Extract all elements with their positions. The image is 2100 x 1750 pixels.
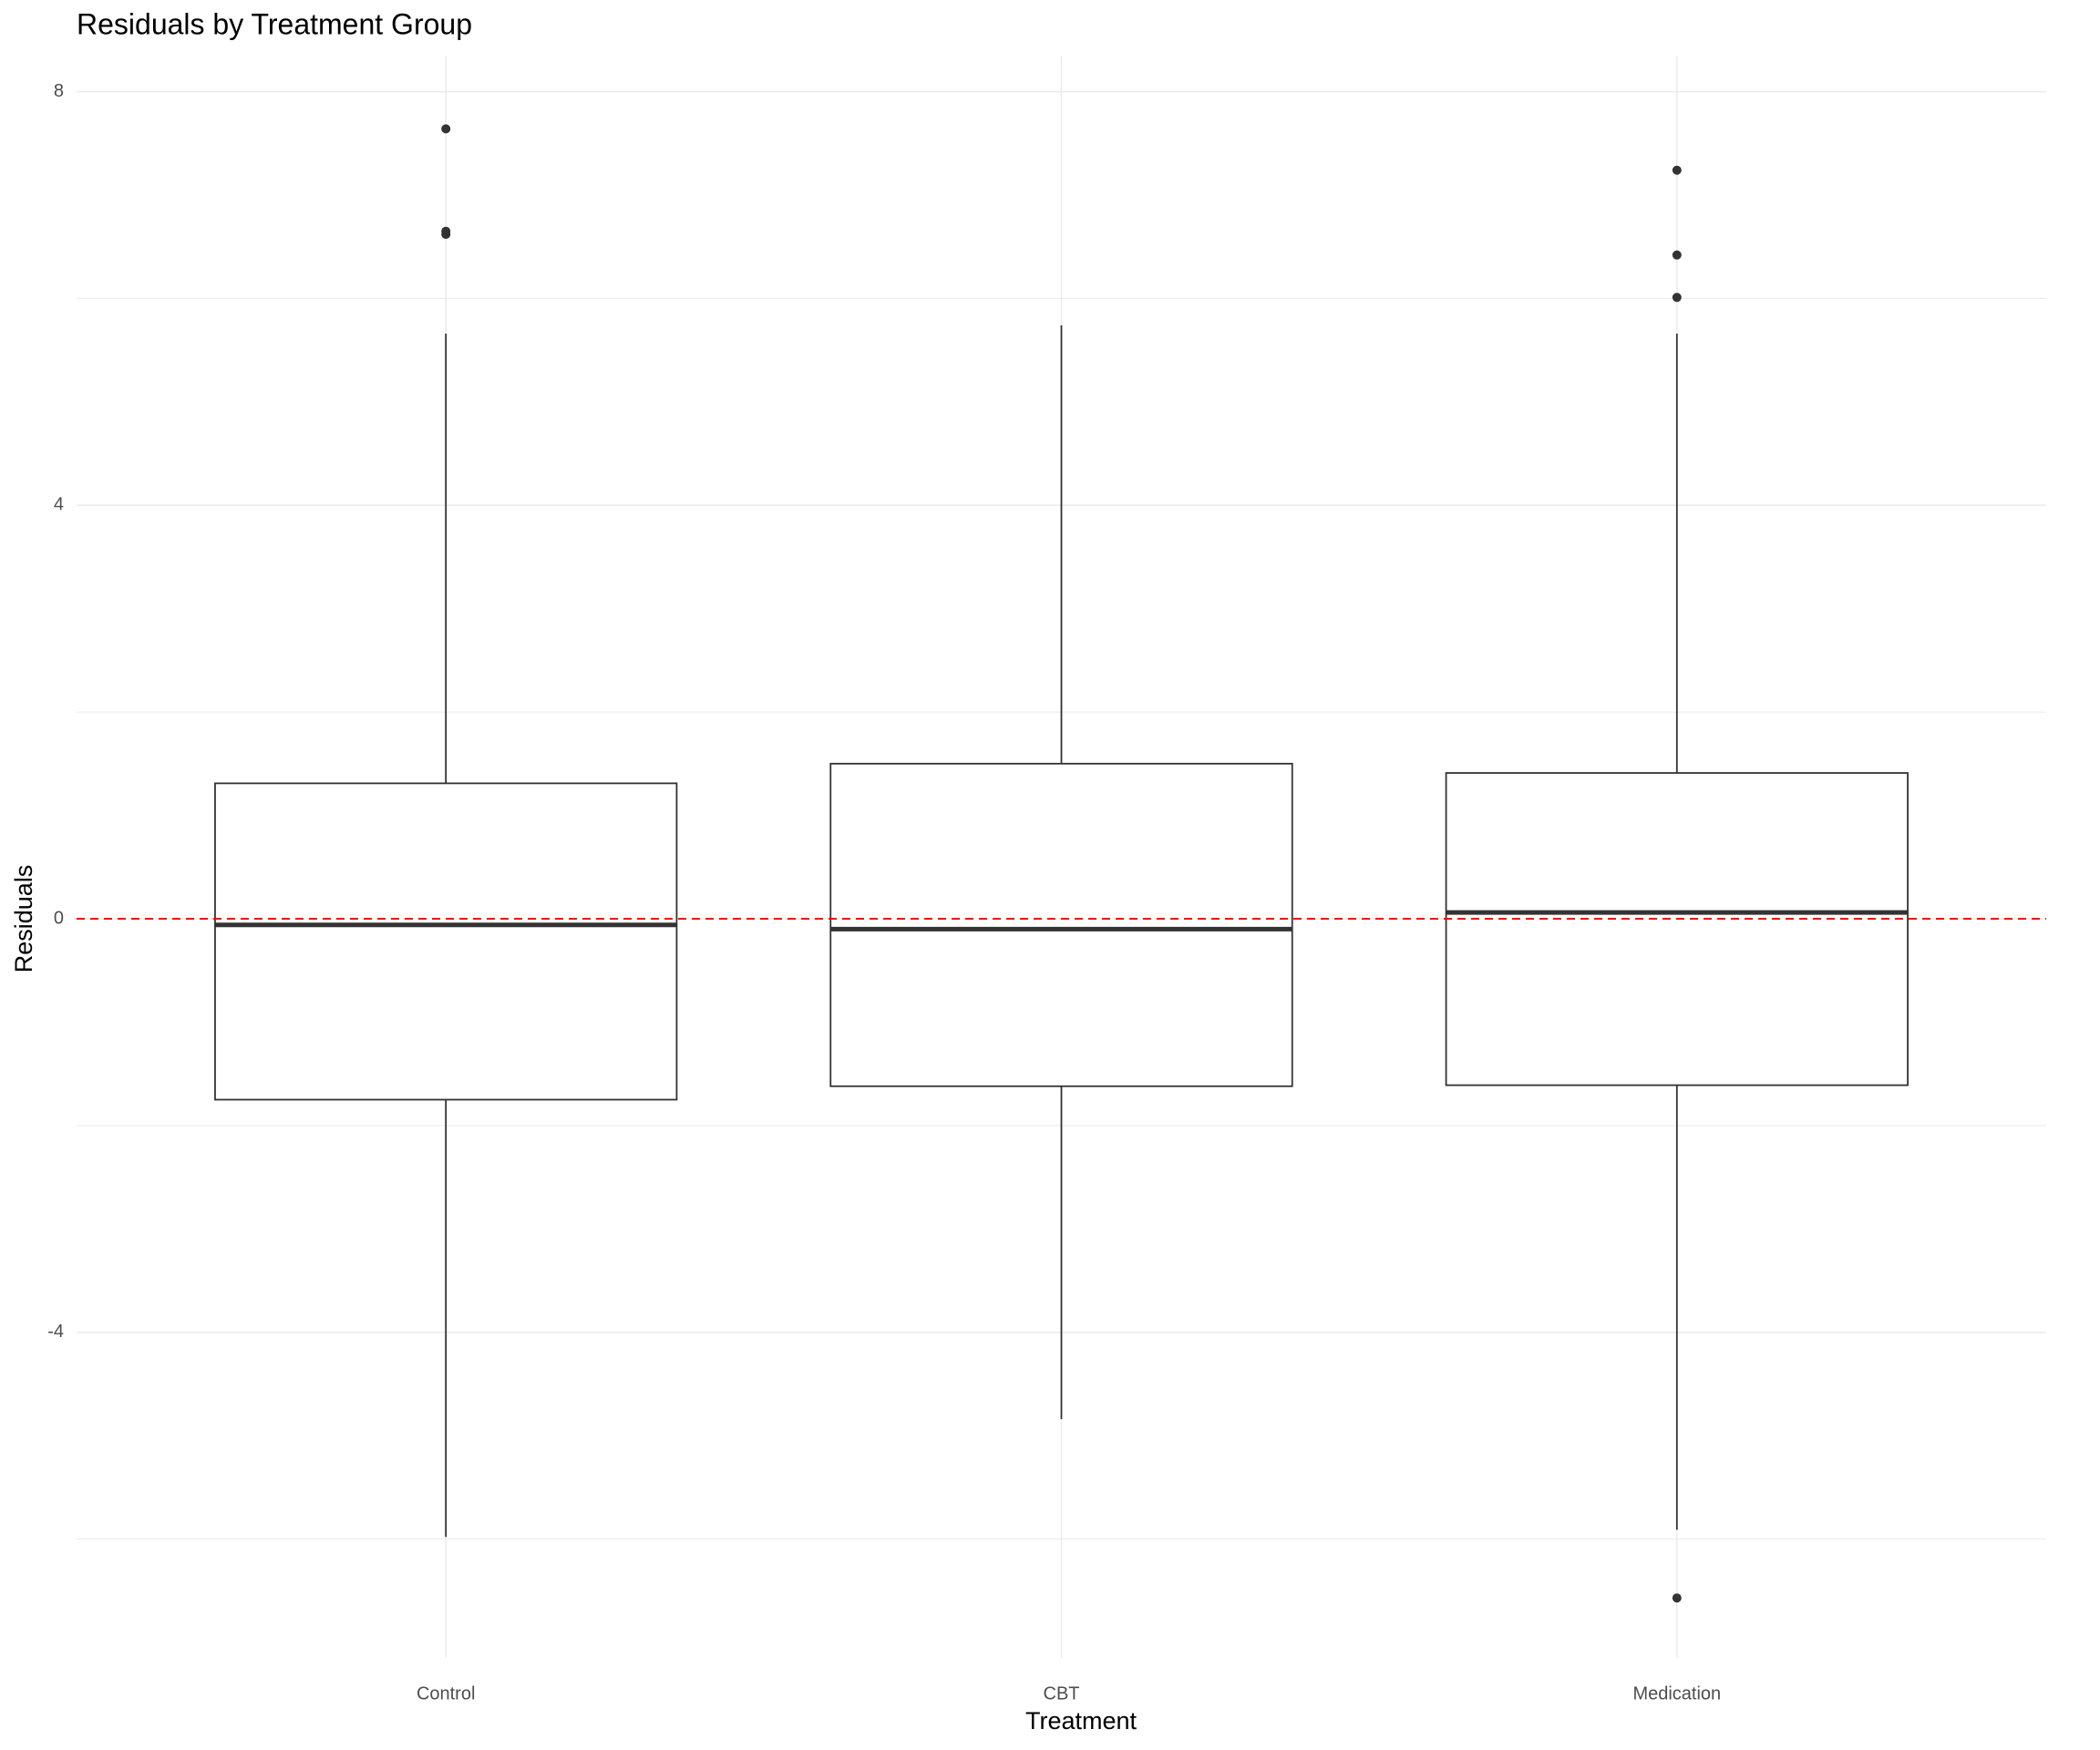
outlier <box>441 124 451 134</box>
x-tick-label: CBT <box>1044 1683 1080 1704</box>
y-tick-label: 0 <box>54 908 64 928</box>
y-tick-label: -4 <box>47 1322 64 1342</box>
outlier <box>1672 250 1682 260</box>
box <box>1445 772 1909 1086</box>
outlier <box>1672 1593 1682 1603</box>
y-tick-label: 4 <box>54 495 64 515</box>
outlier <box>1672 293 1682 303</box>
outlier <box>441 230 451 240</box>
x-tick-label: Control <box>417 1683 475 1704</box>
x-axis-title: Treatment <box>1025 1707 1138 1735</box>
y-axis-title: Residuals <box>10 865 37 973</box>
box <box>829 762 1293 1087</box>
y-tick-label: 8 <box>54 81 64 101</box>
chart-title: Residuals by Treatment Group <box>77 7 472 40</box>
x-tick-label: Medication <box>1632 1683 1721 1704</box>
outlier <box>1672 165 1682 175</box>
box <box>214 782 678 1101</box>
